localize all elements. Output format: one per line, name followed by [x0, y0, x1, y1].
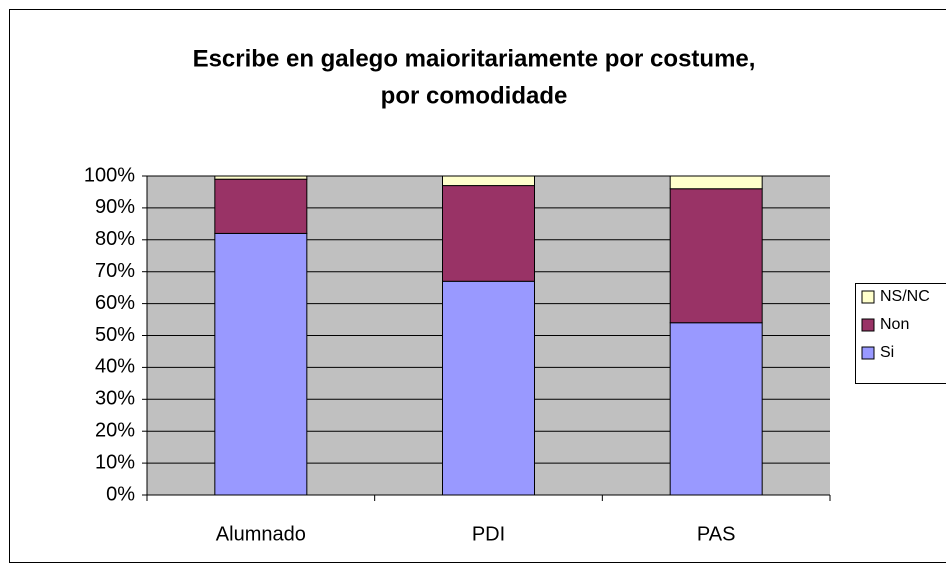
legend-swatch	[861, 346, 875, 360]
bar-segment	[214, 175, 308, 180]
legend-box	[855, 283, 946, 384]
y-tick-label: 50%	[95, 324, 135, 346]
x-tick-label: Alumnado	[216, 523, 306, 545]
legend-swatch	[861, 318, 875, 332]
y-tick-label: 0%	[106, 483, 135, 505]
bar-segment	[214, 178, 308, 234]
bar-segment	[442, 280, 535, 496]
y-tick-label: 90%	[95, 196, 135, 218]
chart-title: por comodidade	[381, 82, 568, 109]
legend-label: Si	[880, 344, 894, 361]
bar-segment	[442, 185, 535, 282]
legend-label: Non	[880, 316, 909, 333]
y-tick-label: 40%	[95, 356, 135, 378]
x-tick-label: PAS	[697, 523, 736, 545]
y-tick-label: 60%	[95, 292, 135, 314]
y-tick-label: 30%	[95, 388, 135, 410]
y-tick-label: 70%	[95, 260, 135, 282]
bar-segment	[669, 322, 763, 496]
bar-segment	[442, 175, 535, 187]
y-tick-label: 10%	[95, 451, 135, 473]
bar-segment	[669, 175, 763, 190]
y-tick-label: 80%	[95, 228, 135, 250]
bar-segment	[214, 232, 308, 496]
legend-label: NS/NC	[880, 288, 930, 305]
bar-segment	[669, 188, 763, 324]
legend-swatch	[861, 290, 875, 304]
y-tick-label: 100%	[84, 164, 135, 186]
chart-title: Escribe en galego maioritariamente por c…	[193, 45, 756, 72]
x-tick-label: PDI	[472, 523, 505, 545]
y-tick-label: 20%	[95, 419, 135, 441]
